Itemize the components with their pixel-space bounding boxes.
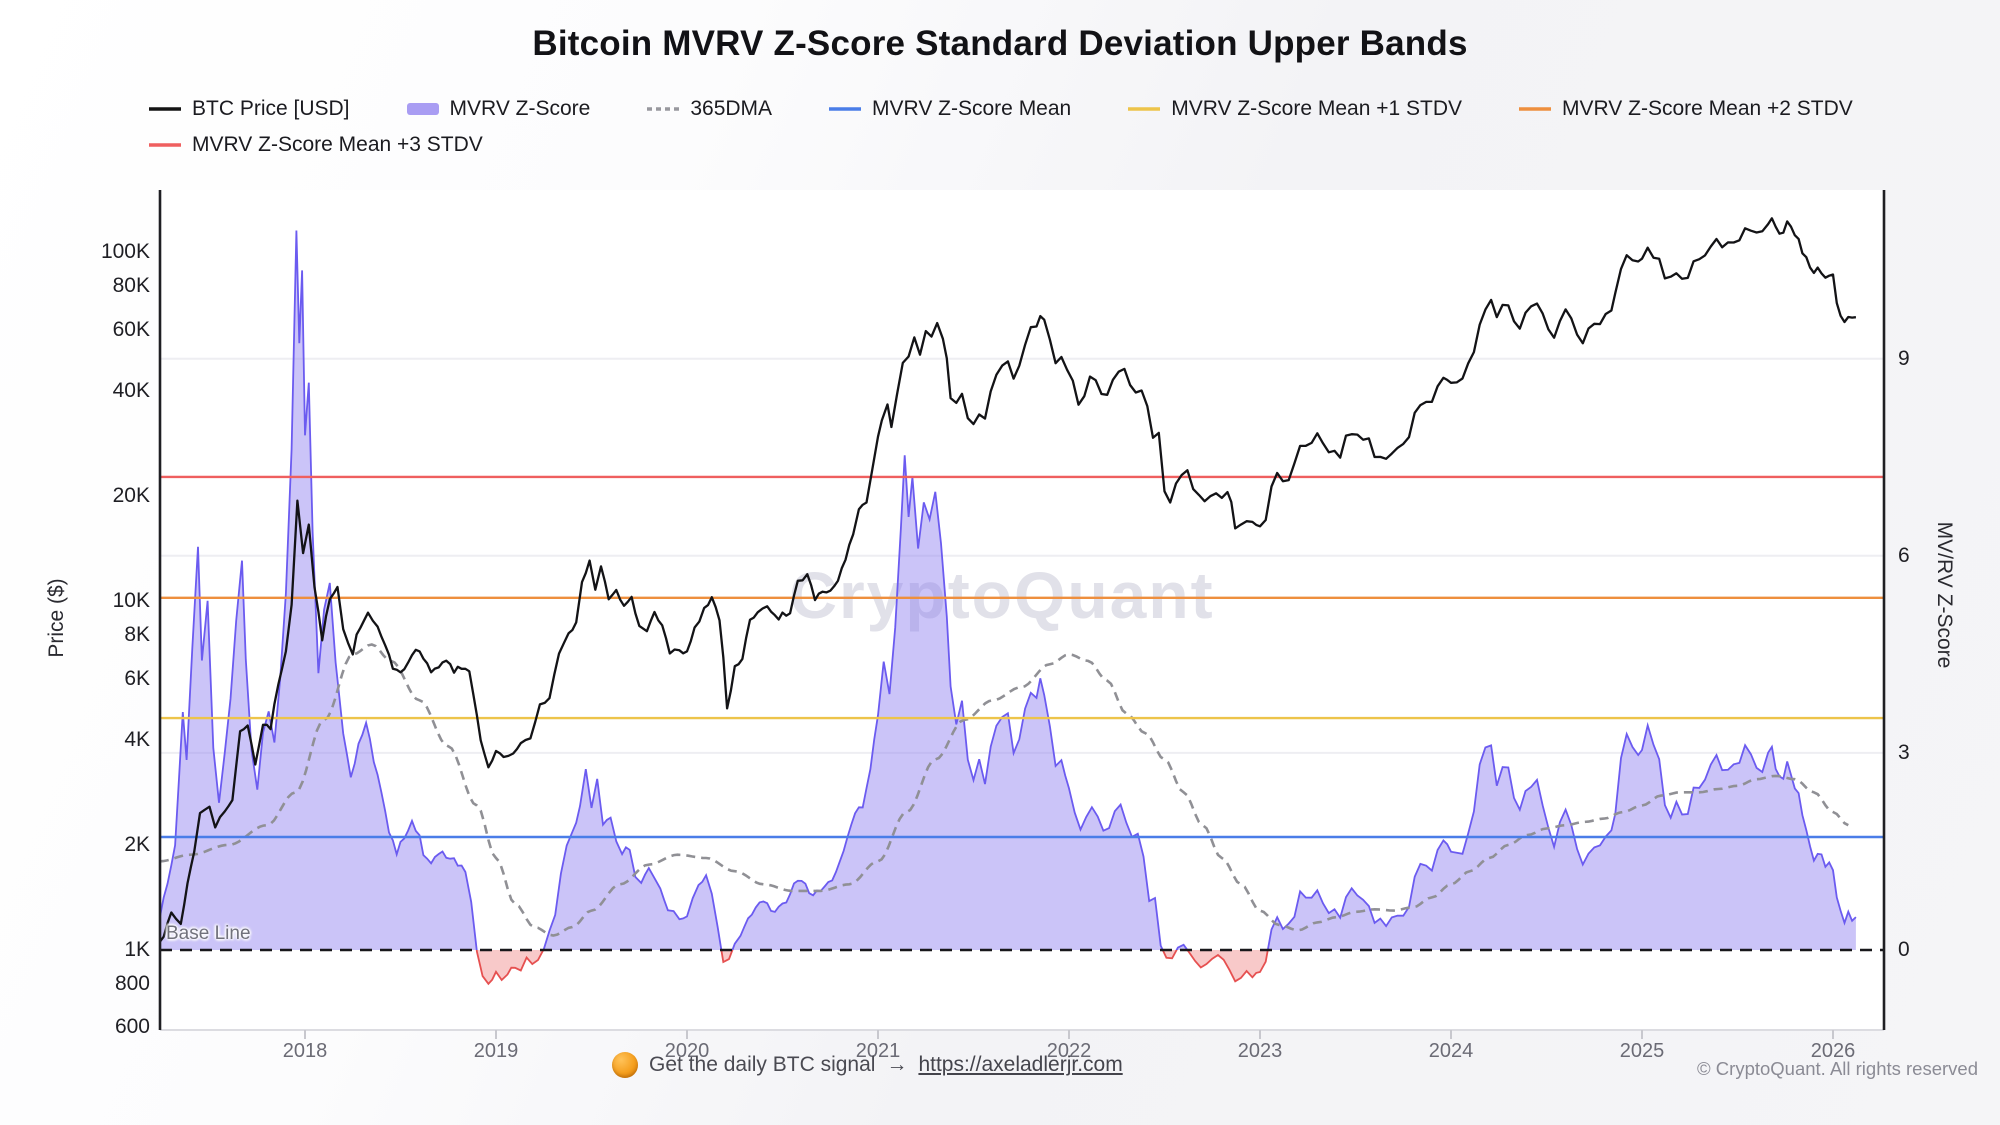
year-tick-label: 2018 <box>282 1040 328 1062</box>
watermark: CryptoQuant <box>789 558 1214 632</box>
legend-item-3[interactable]: MVRV Z-Score Mean <box>828 97 1071 121</box>
year-tick-label: 2025 <box>1619 1040 1665 1062</box>
zscore-tick-label: 0 <box>1898 938 1910 961</box>
price-tick-label: 10K <box>112 589 150 613</box>
zscore-tick-label: 3 <box>1898 740 1910 764</box>
legend-label: BTC Price [USD] <box>192 97 350 120</box>
mvrv-area-positive <box>160 230 1857 950</box>
legend-item-4[interactable]: MVRV Z-Score Mean +1 STDV <box>1127 97 1462 121</box>
price-tick-label: 4K <box>124 728 150 751</box>
plot-background <box>160 190 1884 1030</box>
year-tick-label: 2020 <box>664 1040 710 1062</box>
btc-price-line <box>158 217 1857 943</box>
arrow-icon: → <box>886 1053 908 1076</box>
mvrv-area-negative <box>160 950 1856 986</box>
legend-label: MVRV Z-Score <box>449 97 591 120</box>
legend-item-5[interactable]: MVRV Z-Score Mean +2 STDV <box>1518 97 1853 121</box>
right-axis-title: MV/RV Z-Score <box>1933 521 1956 669</box>
price-tick-label: 40K <box>112 379 150 403</box>
signal-text: Get the daily BTC signal <box>649 1053 876 1076</box>
zscore-tick-label: 9 <box>1898 346 1910 370</box>
legend-item-6[interactable]: MVRV Z-Score Mean +3 STDV <box>148 133 483 157</box>
price-tick-label: 80K <box>112 274 150 298</box>
price-tick-label: 60K <box>112 317 150 341</box>
year-tick-label: 2022 <box>1046 1040 1092 1062</box>
legend: BTC Price [USD] MVRV Z-Score 365DMA MVRV Z-… <box>148 97 1928 157</box>
legend-swatch-line <box>149 143 181 147</box>
zscore-tick-label: 6 <box>1898 543 1910 567</box>
signal-link[interactable]: https://axeladlerjr.com <box>918 1053 1123 1076</box>
signal-footer: Get the daily BTC signal → https://axela… <box>612 1052 1123 1078</box>
price-tick-label: 20K <box>112 484 150 508</box>
legend-swatch-line <box>829 107 862 111</box>
price-tick-label: 8K <box>124 623 150 646</box>
price-tick-label: 2K <box>124 833 150 856</box>
year-tick-label: 2024 <box>1428 1040 1474 1062</box>
year-tick-label: 2026 <box>1810 1040 1856 1062</box>
price-tick-label: 800 <box>114 971 150 995</box>
dma-365-line <box>159 643 1849 937</box>
legend-swatch-line <box>1519 107 1552 111</box>
legend-item-2[interactable]: 365DMA <box>646 97 772 121</box>
copyright-text: © CryptoQuant. All rights reserved <box>1697 1058 1978 1079</box>
legend-item-1[interactable]: MVRV Z-Score <box>406 97 591 121</box>
legend-swatch-line <box>149 107 181 111</box>
legend-swatch-line <box>1128 107 1161 111</box>
price-tick-label: 1K <box>124 938 150 961</box>
price-tick-label: 600 <box>114 1015 150 1039</box>
legend-label: MVRV Z-Score Mean +2 STDV <box>1562 97 1853 120</box>
legend-label: 365DMA <box>690 97 773 120</box>
year-tick-label: 2023 <box>1237 1040 1283 1062</box>
year-tick-label: 2019 <box>473 1040 519 1062</box>
orange-circle-emoji <box>612 1052 638 1078</box>
legend-item-0[interactable]: BTC Price [USD] <box>148 97 350 121</box>
legend-label: MVRV Z-Score Mean +3 STDV <box>192 133 483 156</box>
legend-label: MVRV Z-Score Mean <box>872 97 1072 120</box>
price-tick-label: 100K <box>100 240 150 264</box>
legend-swatch-area <box>406 103 439 115</box>
chart-title: Bitcoin MVRV Z-Score Standard Deviation … <box>532 24 1468 63</box>
price-tick-label: 6K <box>124 666 150 690</box>
baseline-label: Base Line <box>166 923 251 944</box>
legend-label: MVRV Z-Score Mean +1 STDV <box>1171 97 1463 120</box>
year-tick-label: 2021 <box>855 1040 901 1062</box>
